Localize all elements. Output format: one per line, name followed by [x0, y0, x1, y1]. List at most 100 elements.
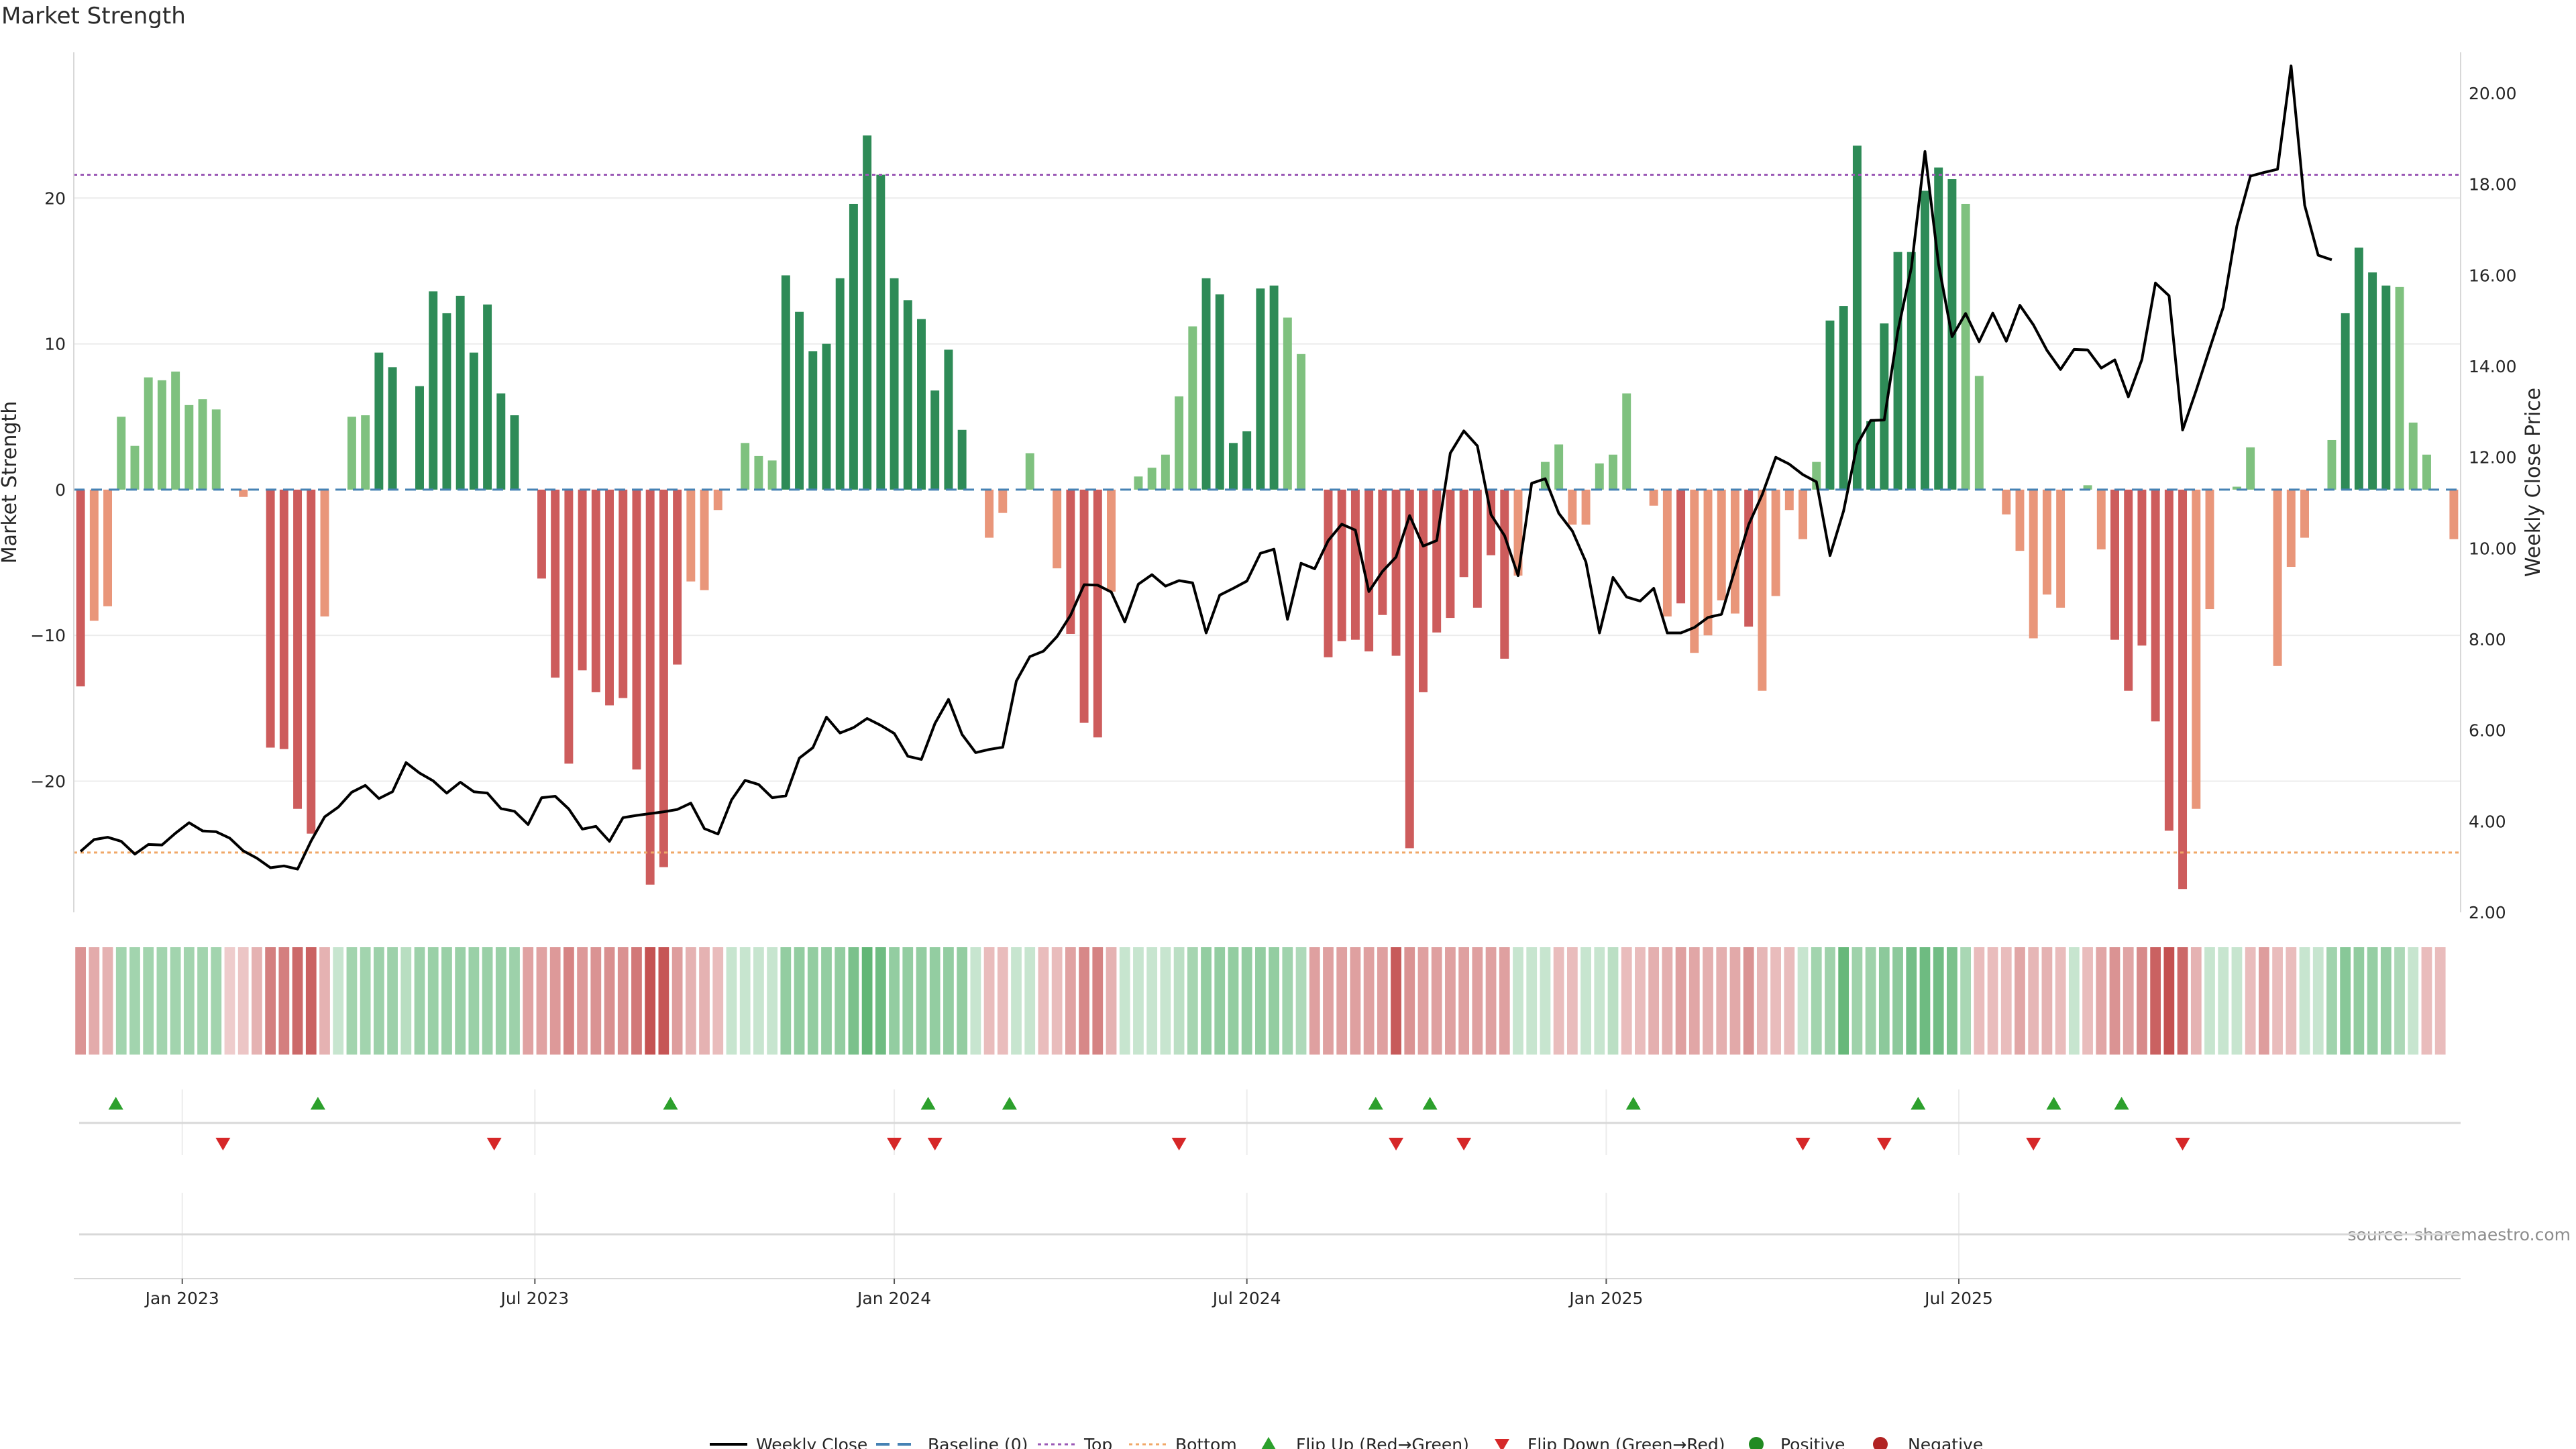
heat-cell	[115, 947, 127, 1055]
strength-bar	[1730, 489, 1739, 614]
strength-bar	[1405, 489, 1414, 849]
heat-cell	[211, 947, 222, 1055]
heat-cell	[75, 947, 86, 1055]
heat-cell	[2028, 947, 2039, 1055]
strength-bar	[1107, 489, 1116, 592]
strength-bar	[632, 489, 641, 770]
strength-bar	[1025, 453, 1034, 490]
heat-cell	[957, 947, 968, 1055]
y-left-tick-label: 0	[55, 480, 66, 500]
strength-bar	[1893, 252, 1902, 490]
flip-up-marker	[1911, 1097, 1926, 1110]
heat-cell	[2394, 947, 2405, 1055]
strength-bar	[1283, 317, 1292, 490]
flip-up-marker	[2114, 1097, 2129, 1110]
heat-cell	[1241, 947, 1252, 1055]
strength-bar	[917, 319, 926, 490]
y-right-tick-label: 20.00	[2469, 84, 2517, 103]
y-right-tick-label: 10.00	[2469, 539, 2517, 558]
heat-cell	[1282, 947, 1293, 1055]
heat-cell	[143, 947, 154, 1055]
y-right-tick-label: 4.00	[2469, 812, 2506, 831]
heat-cell	[2041, 947, 2053, 1055]
heat-cell	[794, 947, 805, 1055]
heat-cell	[427, 947, 439, 1055]
heat-cell	[1607, 947, 1619, 1055]
strength-bar	[903, 300, 912, 490]
strength-bar	[266, 489, 275, 748]
strength-bar	[1852, 146, 1862, 490]
y-left-tick-label: −10	[30, 626, 66, 645]
strength-bar	[2408, 422, 2418, 490]
heat-cell	[1513, 947, 1523, 1055]
strength-bar	[2246, 447, 2255, 490]
heat-cell	[1892, 947, 1903, 1055]
strength-bar	[388, 367, 397, 490]
heat-cell	[129, 947, 140, 1055]
heat-cell	[1743, 947, 1754, 1055]
heat-cell	[1079, 947, 1089, 1055]
heat-cell	[1051, 947, 1063, 1055]
strength-bar	[998, 489, 1008, 513]
strength-bar	[415, 386, 424, 490]
weekly-close-series	[79, 64, 2332, 871]
strength-bar	[2164, 489, 2174, 831]
legend-negative-swatch	[1873, 1437, 1888, 1449]
strength-bar	[2124, 489, 2133, 691]
strength-bar	[578, 489, 587, 671]
strength-bar	[1921, 191, 1929, 490]
strength-bar	[510, 415, 519, 490]
strength-bar	[469, 352, 478, 490]
heat-cell	[2082, 947, 2093, 1055]
level-lines	[74, 174, 2461, 854]
heat-cell	[1811, 947, 1822, 1055]
strength-bar	[741, 443, 750, 490]
strength-bar	[1622, 393, 1631, 490]
strength-bar	[2178, 489, 2188, 890]
heat-cell	[1838, 947, 1849, 1055]
strength-bar	[1690, 489, 1699, 653]
heat-cell	[1269, 947, 1279, 1055]
heat-cell	[631, 947, 642, 1055]
heat-cell	[645, 947, 656, 1055]
strength-bar	[1676, 489, 1686, 604]
heat-cell	[604, 947, 615, 1055]
strength-bar	[2273, 489, 2282, 666]
flip-down-marker	[1795, 1138, 1811, 1150]
heat-cell	[1146, 947, 1158, 1055]
y-right-tick-label: 12.00	[2469, 448, 2517, 468]
heat-cell	[685, 947, 696, 1055]
strength-bar	[130, 445, 140, 490]
heat-cell	[170, 947, 181, 1055]
heat-cell	[2218, 947, 2229, 1055]
weekly-close-line	[79, 64, 2332, 871]
heat-cell	[2204, 947, 2215, 1055]
strength-heat-strip	[75, 947, 2446, 1055]
strength-bar	[645, 489, 655, 885]
heat-cell	[1404, 947, 1415, 1055]
strength-bar	[1161, 454, 1170, 490]
strength-bar	[1459, 489, 1468, 578]
heat-cell	[1092, 947, 1104, 1055]
heat-cell	[278, 947, 290, 1055]
strength-bar	[2096, 489, 2106, 549]
strength-bar	[1432, 489, 1442, 633]
heat-cell	[726, 947, 737, 1055]
x-tick-label: Jan 2024	[856, 1289, 931, 1308]
heat-cell	[1485, 947, 1497, 1055]
strength-bar	[117, 417, 126, 490]
heat-cell	[590, 947, 602, 1055]
heat-cell	[1580, 947, 1591, 1055]
strength-bar	[1215, 294, 1224, 490]
heat-cell	[1038, 947, 1049, 1055]
heat-cell	[2163, 947, 2175, 1055]
heat-cell	[1417, 947, 1429, 1055]
heat-cell	[2123, 947, 2134, 1055]
heat-cell	[1675, 947, 1686, 1055]
strength-bar	[1799, 489, 1807, 539]
strength-bar	[455, 295, 465, 490]
strength-bar	[103, 489, 113, 606]
heat-cell	[1309, 947, 1320, 1055]
strength-bar	[2422, 454, 2431, 490]
